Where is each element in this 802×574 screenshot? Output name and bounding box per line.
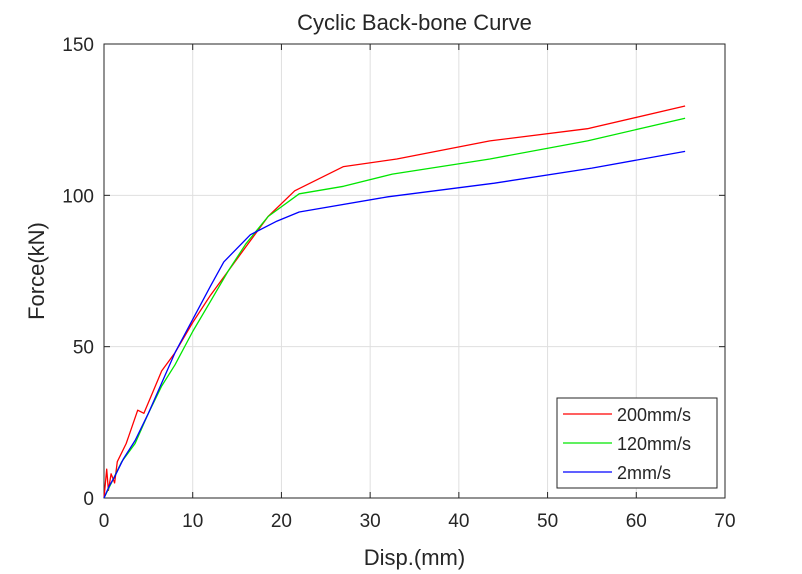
legend-label: 2mm/s (617, 463, 671, 483)
x-axis-label: Disp.(mm) (364, 545, 465, 570)
x-tick-label: 20 (271, 511, 292, 532)
legend-label: 200mm/s (617, 405, 691, 425)
legend-label: 120mm/s (617, 434, 691, 454)
y-tick-label: 150 (62, 35, 94, 56)
series-line-120mm-s (103, 117, 686, 499)
y-axis: 0 50 100 150 (62, 35, 725, 510)
y-tick-label: 100 (62, 186, 94, 207)
y-axis-label: Force(kN) (24, 222, 49, 320)
x-tick-label: 50 (537, 511, 558, 532)
chart-title: Cyclic Back-bone Curve (297, 10, 532, 35)
series-line-2mm-s (103, 150, 686, 499)
legend: 200mm/s 120mm/s 2mm/s (556, 397, 718, 489)
x-tick-label: 10 (182, 511, 203, 532)
y-tick-label: 50 (73, 338, 94, 359)
x-tick-label: 70 (714, 511, 735, 532)
x-tick-label: 40 (448, 511, 469, 532)
x-axis: 0 10 20 30 40 50 60 70 (99, 44, 736, 532)
y-tick-label: 0 (83, 489, 94, 510)
series-lines (103, 105, 686, 499)
x-tick-label: 0 (99, 511, 110, 532)
plot-area (103, 43, 726, 499)
grid (104, 44, 725, 498)
x-tick-label: 60 (626, 511, 647, 532)
x-tick-label: 30 (360, 511, 381, 532)
